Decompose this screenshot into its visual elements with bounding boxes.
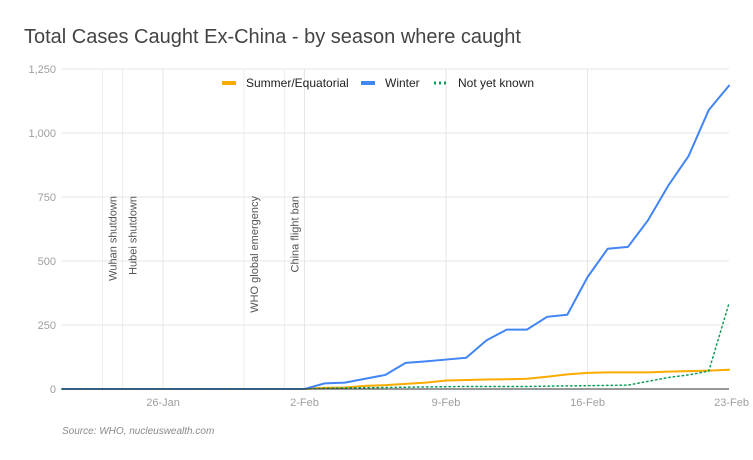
legend: Summer/Equatorial Winter Not yet known bbox=[222, 76, 534, 90]
annotation-label: China flight ban bbox=[289, 196, 301, 272]
y-tick-label: 250 bbox=[38, 320, 56, 332]
y-tick-label: 1,000 bbox=[28, 128, 56, 140]
annotation-label: Hubei shutdown bbox=[128, 196, 140, 275]
y-tick-label: 750 bbox=[38, 192, 56, 204]
x-tick-label: 23-Feb bbox=[714, 397, 749, 409]
annotation-label: WHO global emergency bbox=[249, 196, 261, 313]
source-note: Source: WHO, nucleuswealth.com bbox=[62, 426, 214, 437]
chart-title: Total Cases Caught Ex-China - by season … bbox=[24, 26, 521, 48]
x-tick-label: 16-Feb bbox=[570, 397, 605, 409]
legend-label: Not yet known bbox=[458, 76, 534, 90]
legend-label: Summer/Equatorial bbox=[246, 76, 349, 90]
y-axis-ticks: 0 250 500 750 1,000 1,250 bbox=[28, 64, 56, 396]
x-tick-label: 2-Feb bbox=[290, 397, 319, 409]
series-lines bbox=[61, 84, 730, 390]
legend-label: Winter bbox=[385, 76, 420, 90]
annotation-label: Wuhan shutdown bbox=[107, 196, 119, 281]
y-tick-label: 0 bbox=[50, 384, 56, 396]
annotations: Wuhan shutdown Hubei shutdown WHO global e… bbox=[101, 69, 301, 389]
y-tick-label: 1,250 bbox=[28, 64, 56, 76]
series-line-not-yet-known bbox=[61, 302, 730, 390]
series-line-summer-equatorial bbox=[61, 368, 730, 390]
x-tick-label: 9-Feb bbox=[432, 397, 461, 409]
x-tick-label: 26-Jan bbox=[146, 397, 180, 409]
x-axis-ticks: 26-Jan 2-Feb 9-Feb 16-Feb 23-Feb bbox=[146, 397, 749, 409]
y-tick-label: 500 bbox=[38, 256, 56, 268]
grid-lines bbox=[62, 68, 729, 389]
series-line-winter bbox=[61, 84, 730, 390]
